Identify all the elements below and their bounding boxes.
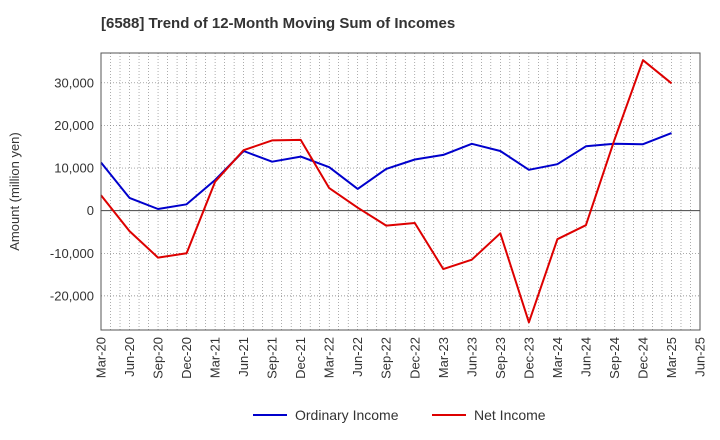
legend-label-net-income: Net Income — [474, 407, 546, 423]
legend-item-net-income: Net Income — [432, 404, 546, 426]
legend-item-ordinary-income: Ordinary Income — [253, 404, 398, 426]
x-tick-label: Sep-21 — [265, 337, 280, 379]
y-tick-label: -20,000 — [50, 288, 94, 303]
x-tick-label: Sep-23 — [493, 337, 508, 379]
x-tick-label: Mar-20 — [94, 337, 109, 378]
gridlines — [101, 53, 700, 330]
x-tick-label: Sep-20 — [151, 337, 166, 379]
x-tick-label: Dec-24 — [635, 337, 650, 379]
x-tick-label: Mar-25 — [664, 337, 679, 378]
legend: Ordinary Income Net Income — [0, 404, 720, 426]
x-tick-label: Jun-22 — [350, 337, 365, 377]
x-tick-label: Dec-22 — [407, 337, 422, 379]
x-tick-label: Dec-23 — [521, 337, 536, 379]
y-tick-label: 0 — [87, 203, 94, 218]
chart-title: [6588] Trend of 12-Month Moving Sum of I… — [101, 15, 456, 32]
series-line-ordinary-income — [100, 132, 672, 210]
x-tick-label: Dec-21 — [293, 337, 308, 379]
y-tick-label: 10,000 — [54, 161, 94, 176]
legend-swatch-net-income — [432, 414, 466, 416]
legend-swatch-ordinary-income — [253, 414, 287, 416]
y-tick-label: -10,000 — [50, 246, 94, 261]
y-tick-label: 30,000 — [54, 75, 94, 90]
x-tick-label: Jun-20 — [122, 337, 137, 377]
series-lines — [100, 59, 673, 324]
y-tick-labels: -20,000 -10,000 0 10,000 20,000 30,000 — [50, 75, 94, 303]
x-tick-label: Mar-23 — [436, 337, 451, 378]
x-tick-label: Mar-21 — [208, 337, 223, 378]
x-tick-label: Mar-22 — [322, 337, 337, 378]
legend-label-ordinary-income: Ordinary Income — [295, 407, 399, 423]
series-line-net-income — [100, 59, 673, 324]
x-tick-label: Jun-24 — [578, 337, 593, 377]
x-tick-label: Jun-25 — [693, 337, 708, 377]
plot-frame — [100, 52, 701, 331]
x-tick-label: Jun-21 — [236, 337, 251, 377]
x-tick-label: Dec-20 — [179, 337, 194, 379]
x-tick-labels: Mar-20 Jun-20 Sep-20 Dec-20 Mar-21 Jun-21 Sep-… — [94, 337, 708, 379]
x-tick-label: Sep-24 — [607, 337, 622, 379]
y-tick-label: 20,000 — [54, 118, 94, 133]
x-tick-label: Jun-23 — [464, 337, 479, 377]
x-tick-label: Mar-24 — [550, 337, 565, 378]
x-tick-label: Sep-22 — [379, 337, 394, 379]
y-axis-title: Amount (million yen) — [7, 132, 22, 251]
